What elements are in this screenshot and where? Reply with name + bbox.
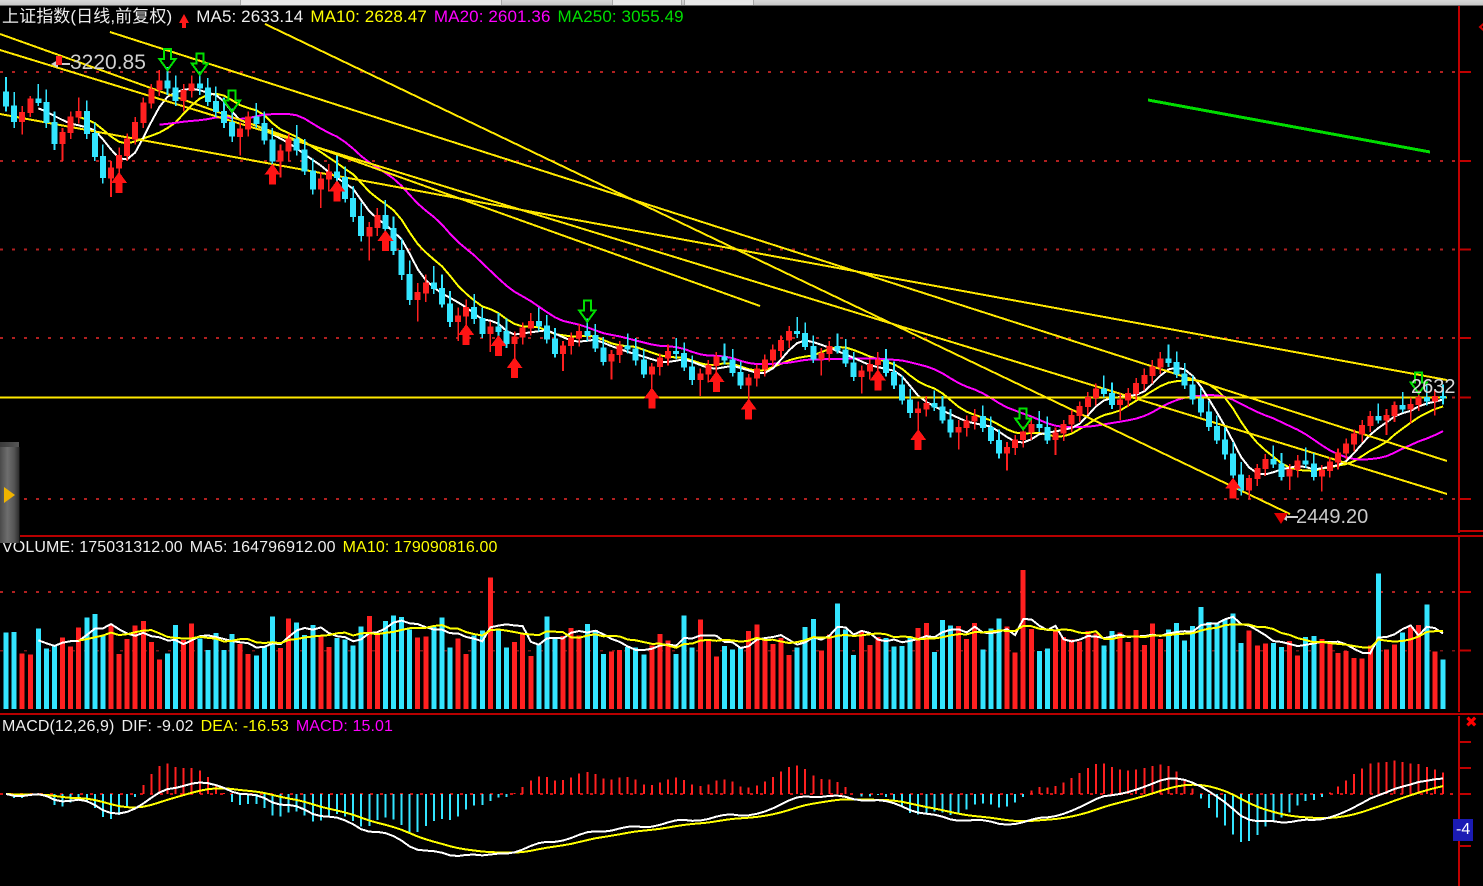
swing-high-label: 3220.85 xyxy=(70,51,146,74)
volume-readout: VOLUME: 175031312.00 xyxy=(2,539,183,556)
volume-ma10-readout: MA10: 179090816.00 xyxy=(342,539,498,556)
price-chart-canvas[interactable] xyxy=(0,6,1483,533)
macd-chart-canvas[interactable] xyxy=(0,716,1483,886)
ma5-readout: MA5: 2633.14 xyxy=(196,7,304,26)
desktop-taskbar-strip xyxy=(0,0,1483,6)
price-panel-header: 上证指数(日线,前复权) MA5: 2633.14 MA10: 2628.47 MA2… xyxy=(2,7,691,28)
dea-readout: DEA: -16.53 xyxy=(200,718,289,735)
taskbar-segment[interactable] xyxy=(684,0,754,6)
ma20-readout: MA20: 2601.36 xyxy=(433,7,551,26)
macd-panel[interactable] xyxy=(0,716,1483,886)
swing-low-label: 2449.20 xyxy=(1296,506,1369,528)
instrument-title[interactable]: 上证指数(日线,前复权) xyxy=(2,7,173,26)
toolbar-icon-group[interactable] xyxy=(1476,14,1483,44)
macd-panel-header: MACD(12,26,9) DIF: -9.02 DEA: -16.53 MACD: … xyxy=(2,717,400,736)
macd-params-label: MACD(12,26,9) xyxy=(2,718,115,735)
volume-panel-header: VOLUME: 175031312.00 MA5: 164796912.00 MA1… xyxy=(2,538,504,557)
expand-arrow-icon[interactable] xyxy=(4,487,15,503)
swing-low-pointer-icon xyxy=(1274,513,1298,524)
price-panel[interactable] xyxy=(0,6,1483,533)
volume-ma5-readout: MA5: 164796912.00 xyxy=(189,539,336,556)
volume-panel[interactable] xyxy=(0,537,1483,712)
taskbar-segment[interactable] xyxy=(240,0,502,6)
ma250-readout: MA250: 3055.49 xyxy=(557,7,684,26)
swing-high-pointer-icon xyxy=(51,56,70,68)
last-price-label: 2632 xyxy=(1411,376,1456,398)
close-icon[interactable]: ✖ xyxy=(1465,714,1478,731)
sidebar-expand-handle[interactable] xyxy=(0,442,20,543)
volume-chart-canvas[interactable] xyxy=(0,537,1483,712)
ma10-readout: MA10: 2628.47 xyxy=(310,7,427,26)
dif-readout: DIF: -9.02 xyxy=(121,718,194,735)
macd-axis-value-tag: -4 xyxy=(1453,819,1474,841)
taskbar-segment[interactable] xyxy=(612,0,682,6)
macd-readout: MACD: 15.01 xyxy=(295,718,393,735)
taskbar-edge xyxy=(0,5,1483,6)
chart-application: 上证指数(日线,前复权) MA5: 2633.14 MA10: 2628.47 MA2… xyxy=(0,6,1483,886)
up-arrow-icon xyxy=(179,14,190,28)
panel-divider xyxy=(0,535,1483,537)
panel-divider xyxy=(0,713,1483,715)
